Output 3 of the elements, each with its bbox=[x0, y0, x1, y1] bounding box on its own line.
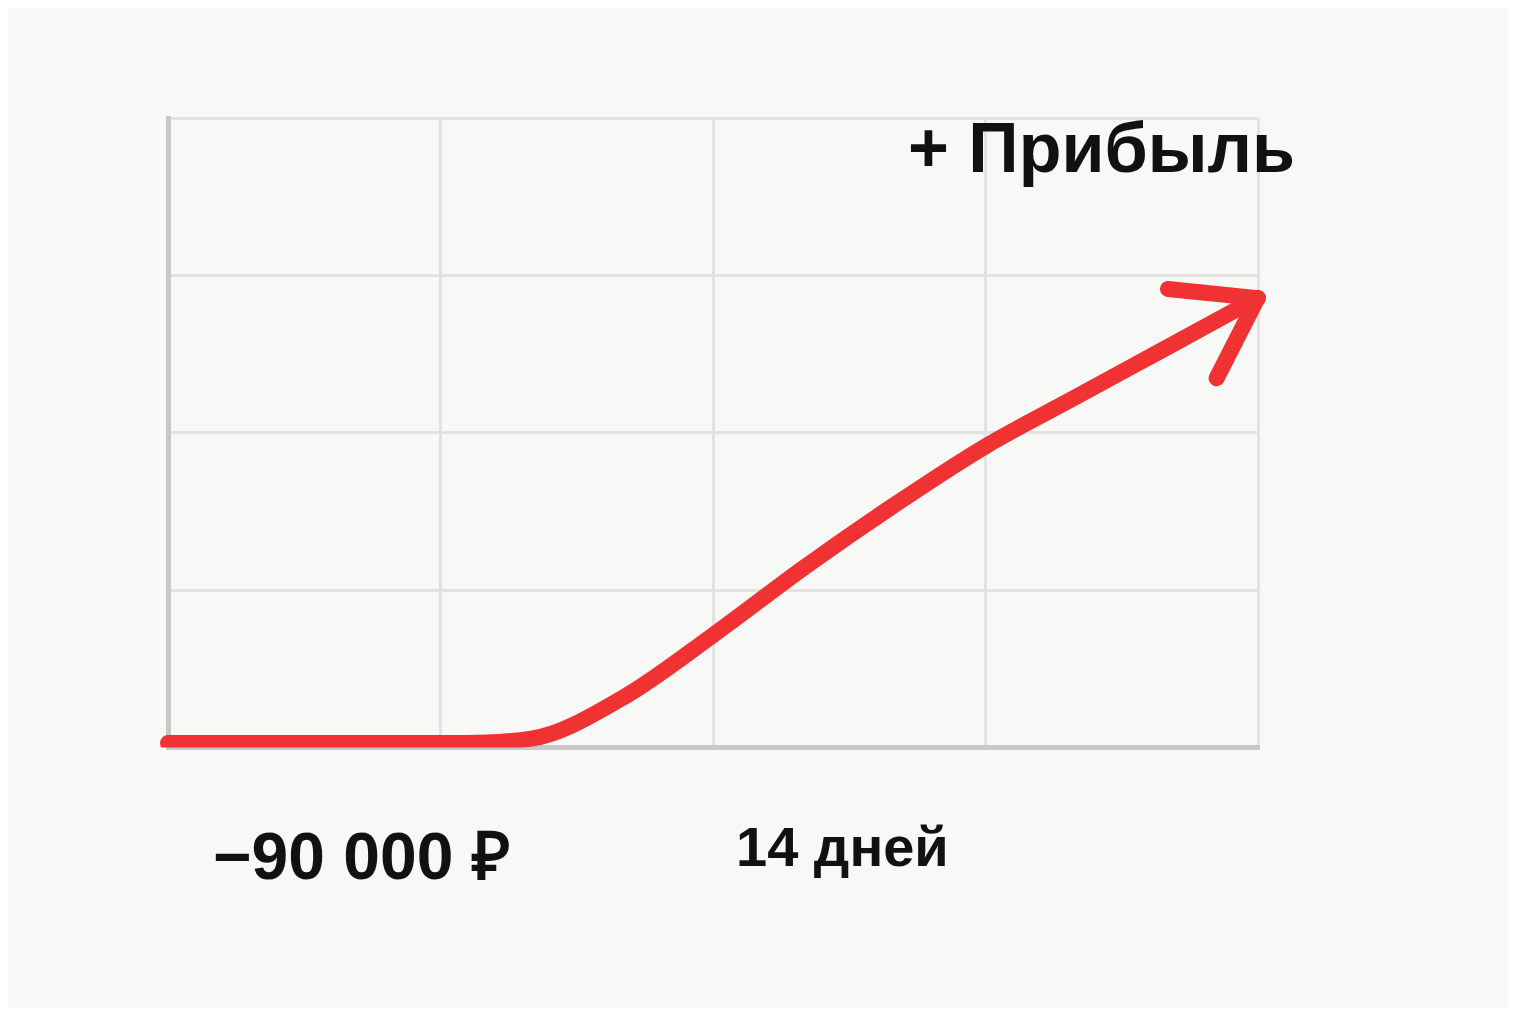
text: −90 000 ₽ bbox=[213, 818, 510, 895]
text: 14 дней bbox=[736, 814, 949, 879]
text: + Прибыль bbox=[908, 108, 1295, 188]
